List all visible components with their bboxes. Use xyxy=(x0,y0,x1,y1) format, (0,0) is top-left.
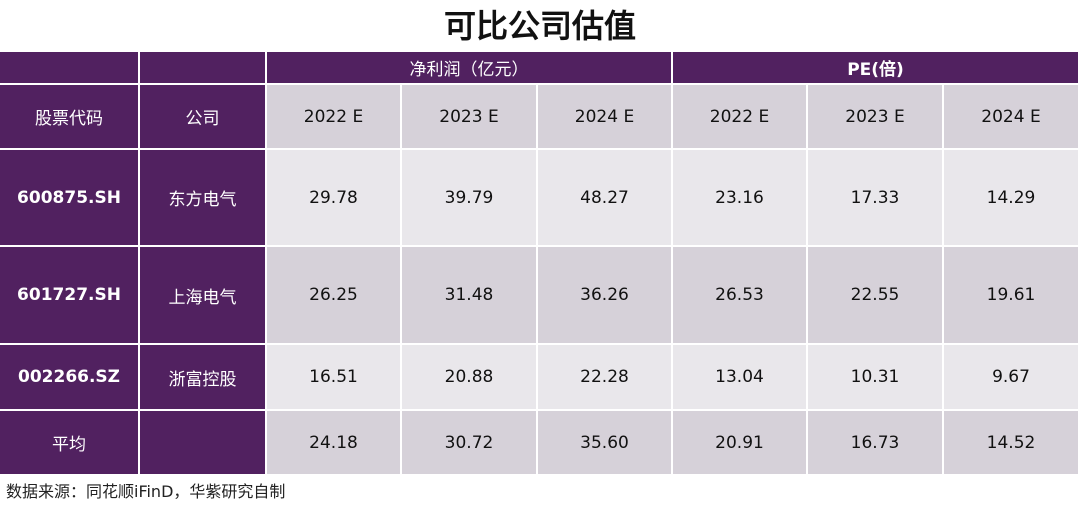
row-header: 601727.SH xyxy=(0,247,140,345)
header-cell xyxy=(0,52,140,85)
table-cell: 36.26 xyxy=(538,247,673,345)
table-cell: 35.60 xyxy=(538,411,673,476)
table-cell: 26.25 xyxy=(267,247,402,345)
table-cell: 48.27 xyxy=(538,150,673,247)
row-header: 上海电气 xyxy=(140,247,267,345)
table-cell: 20.88 xyxy=(402,345,538,411)
table-cell: 23.16 xyxy=(673,150,808,247)
table-cell: 16.73 xyxy=(808,411,944,476)
column-header: 2022 E xyxy=(267,85,402,150)
title: 可比公司估值 xyxy=(443,7,636,45)
column-header: 2024 E xyxy=(944,85,1080,150)
table-cell: 29.78 xyxy=(267,150,402,247)
row-header: 浙富控股 xyxy=(140,345,267,411)
row-header xyxy=(140,411,267,476)
header-group: PE(倍) xyxy=(673,52,1080,85)
column-header: 2024 E xyxy=(538,85,673,150)
table-cell: 39.79 xyxy=(402,150,538,247)
table-cell: 20.91 xyxy=(673,411,808,476)
table-cell: 9.67 xyxy=(944,345,1080,411)
column-header: 2023 E xyxy=(808,85,944,150)
header-cell xyxy=(140,52,267,85)
table-cell: 19.61 xyxy=(944,247,1080,345)
table-cell: 30.72 xyxy=(402,411,538,476)
table-cell: 14.29 xyxy=(944,150,1080,247)
table-cell: 24.18 xyxy=(267,411,402,476)
table-cell: 22.28 xyxy=(538,345,673,411)
table-cell: 31.48 xyxy=(402,247,538,345)
table-cell: 16.51 xyxy=(267,345,402,411)
column-header: 公司 xyxy=(140,85,267,150)
table-cell: 14.52 xyxy=(944,411,1080,476)
column-header: 2023 E xyxy=(402,85,538,150)
table-cell: 10.31 xyxy=(808,345,944,411)
table-cell: 13.04 xyxy=(673,345,808,411)
table-cell: 26.53 xyxy=(673,247,808,345)
source-note: 数据来源：同花顺iFinD，华紫研究自制 xyxy=(6,482,286,501)
column-header: 股票代码 xyxy=(0,85,140,150)
column-header: 2022 E xyxy=(673,85,808,150)
row-header: 002266.SZ xyxy=(0,345,140,411)
table-cell: 17.33 xyxy=(808,150,944,247)
row-header: 600875.SH xyxy=(0,150,140,247)
table-cell: 22.55 xyxy=(808,247,944,345)
row-header: 东方电气 xyxy=(140,150,267,247)
header-group: 净利润（亿元） xyxy=(267,52,673,85)
row-header: 平均 xyxy=(0,411,140,476)
